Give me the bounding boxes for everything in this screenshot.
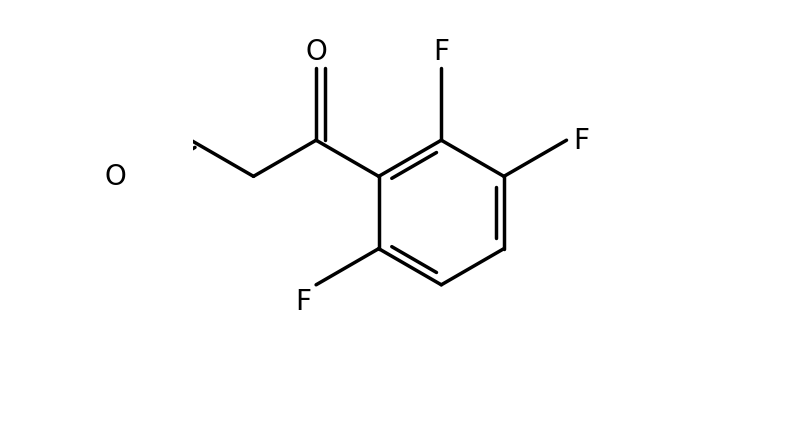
- Text: F: F: [573, 127, 589, 155]
- Text: O: O: [306, 38, 327, 66]
- Text: F: F: [434, 38, 450, 66]
- Text: F: F: [296, 288, 312, 316]
- Text: O: O: [105, 163, 126, 191]
